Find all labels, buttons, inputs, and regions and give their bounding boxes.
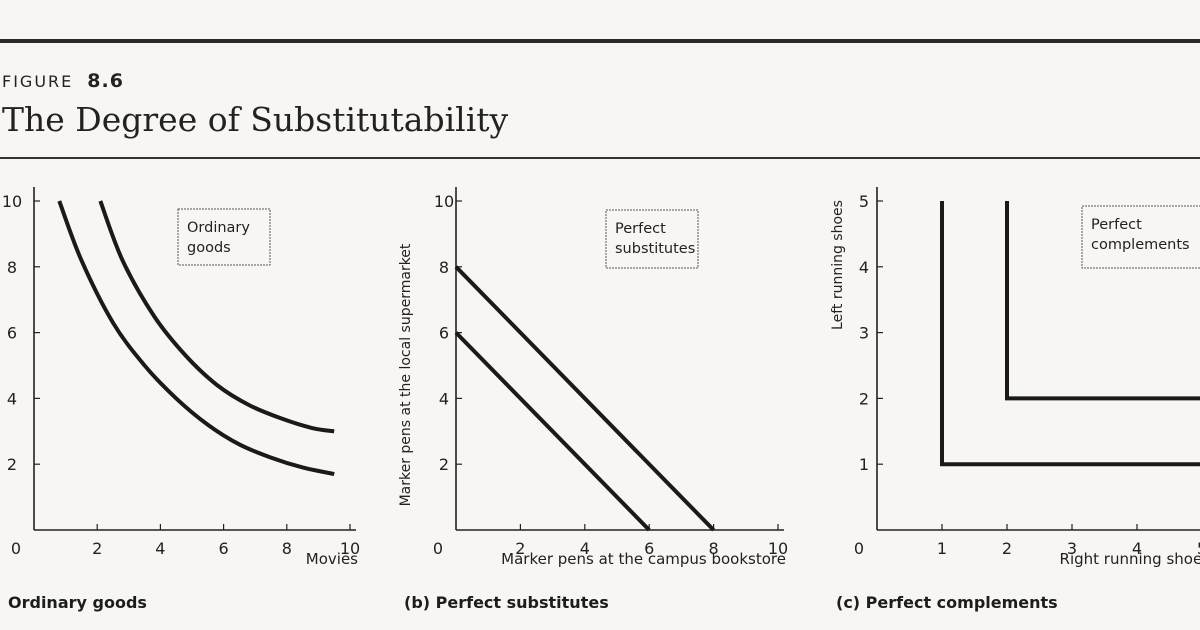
panel-3-x-tick-label: 3 [1067, 539, 1077, 558]
figure-label: FIGURE 8.6 [2, 70, 124, 92]
panel-2-x-tick-label: 10 [768, 539, 788, 558]
panel-2-y-tick-label: 6 [439, 324, 449, 343]
panel-2-y-tick-label: 10 [434, 192, 454, 211]
panel-3-y-tick-label: 2 [859, 389, 869, 408]
panel-2-x-tick-label: 8 [709, 539, 719, 558]
panel-2-y-axis-label: Marker pens at the local supermarket [398, 243, 414, 506]
panel-2-annotation-line: Perfect [615, 221, 666, 237]
panel-3-x-tick-label: 4 [1132, 539, 1142, 558]
panel-3-annotation-box [1081, 205, 1200, 269]
caption-b: (b) Perfect substitutes [404, 593, 609, 612]
panel-1-y-tick-label: 4 [7, 389, 17, 408]
panel-1-y-tick-label: 8 [7, 258, 17, 277]
panel-1-y-tick-label: 10 [2, 192, 22, 211]
panel-3-x-axis-label: Right running shoes [1060, 550, 1200, 568]
panel-2-annotation-line: substitutes [615, 241, 695, 257]
panel-2-y-tick-label: 4 [439, 389, 449, 408]
panel-2-x-axis-label: Marker pens at the campus bookstore [501, 550, 786, 568]
panel-2-x-tick-label: 2 [515, 539, 525, 558]
panel-3-curve-1 [940, 201, 1200, 467]
panel-1-annotation-line: goods [187, 240, 231, 256]
panel-3-y-tick-label: 1 [859, 455, 869, 474]
panel-2-curve-1 [454, 331, 651, 532]
panel-3-x-tick-label: 2 [1002, 539, 1012, 558]
panel-3-x-tick-label: 5 [1197, 539, 1200, 558]
panel-3-x-tick-label: 1 [937, 539, 947, 558]
caption-a: Ordinary goods [8, 593, 147, 612]
panel-1-y-tick-label: 2 [7, 455, 17, 474]
panel-3-y-tick-label: 4 [859, 258, 869, 277]
panel-3-curve-2 [1005, 201, 1200, 401]
panel-1-x-tick-label: 8 [282, 539, 292, 558]
panel-3-y-tick-label: 5 [859, 192, 869, 211]
panel-1-annotation-line: Ordinary [187, 220, 250, 236]
panel-1-curve-1 [57, 200, 335, 477]
panel-2-x-tick-label: 4 [580, 539, 590, 558]
panel-1-y-tick-label: 6 [7, 324, 17, 343]
figure-label-text: FIGURE [2, 72, 74, 91]
panel-1-x-tick-label: 0 [11, 539, 21, 558]
panel-2-x-tick-label: 6 [644, 539, 654, 558]
panel-2-y-tick-label: 8 [439, 258, 449, 277]
figure-title: The Degree of Substitutability [2, 100, 509, 139]
panel-3-y-tick-label: 3 [859, 324, 869, 343]
panel-2-annotation-box [605, 209, 699, 269]
panel-1-x-axis-label: Movies [306, 550, 358, 568]
panel-3-y-axis-label: Left running shoes [830, 200, 846, 330]
top-rule [0, 39, 1200, 43]
panel-2-y-tick-label: 2 [439, 455, 449, 474]
panel-1-x-tick-label: 10 [340, 539, 360, 558]
panel-2-curve-2 [454, 265, 716, 532]
caption-c: (c) Perfect complements [836, 593, 1058, 612]
panel-1-annotation-box [177, 208, 271, 266]
panel-1-x-tick-label: 2 [92, 539, 102, 558]
title-rule [0, 157, 1200, 159]
panel-3-annotation-line: complements [1091, 237, 1190, 253]
figure-number: 8.6 [87, 70, 124, 92]
panel-2-x-tick-label: 0 [433, 539, 443, 558]
panel-1-x-tick-label: 4 [155, 539, 165, 558]
panel-1-curve-2 [98, 200, 335, 434]
panel-3-x-tick-label: 0 [854, 539, 864, 558]
panel-3-annotation-line: Perfect [1091, 217, 1142, 233]
panel-1-x-tick-label: 6 [219, 539, 229, 558]
